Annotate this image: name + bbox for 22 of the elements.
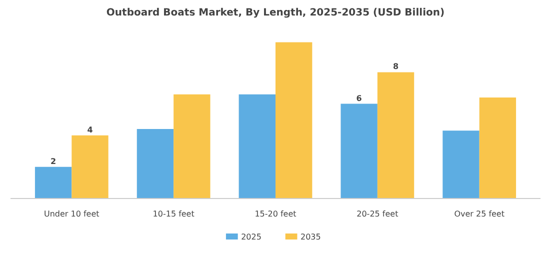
legend-label: 2025 bbox=[241, 232, 262, 242]
data-label: 8 bbox=[392, 62, 399, 72]
legend-label: 2035 bbox=[300, 232, 321, 242]
data-label: 6 bbox=[356, 94, 362, 103]
bar bbox=[340, 104, 378, 198]
bar bbox=[377, 72, 414, 198]
chart-title: Outboard Boats Market, By Length, 2025-2035 (USD Billion) bbox=[106, 8, 445, 18]
bar bbox=[72, 135, 108, 198]
bar bbox=[442, 130, 480, 198]
bar bbox=[238, 94, 276, 198]
data-label: 2 bbox=[50, 156, 56, 166]
x-tick-label: Over 25 feet bbox=[454, 210, 505, 218]
x-tick-label: Under 10 feet bbox=[44, 210, 100, 218]
bar bbox=[174, 94, 210, 198]
x-tick-label: 20-25 feet bbox=[356, 210, 398, 218]
bar bbox=[34, 166, 72, 198]
data-label: 4 bbox=[87, 125, 94, 134]
bar bbox=[479, 97, 516, 198]
x-tick-label: 10-15 feet bbox=[152, 210, 194, 218]
x-tick-label: 15-20 feet bbox=[254, 210, 296, 218]
bar bbox=[276, 42, 312, 198]
bar bbox=[136, 129, 174, 198]
